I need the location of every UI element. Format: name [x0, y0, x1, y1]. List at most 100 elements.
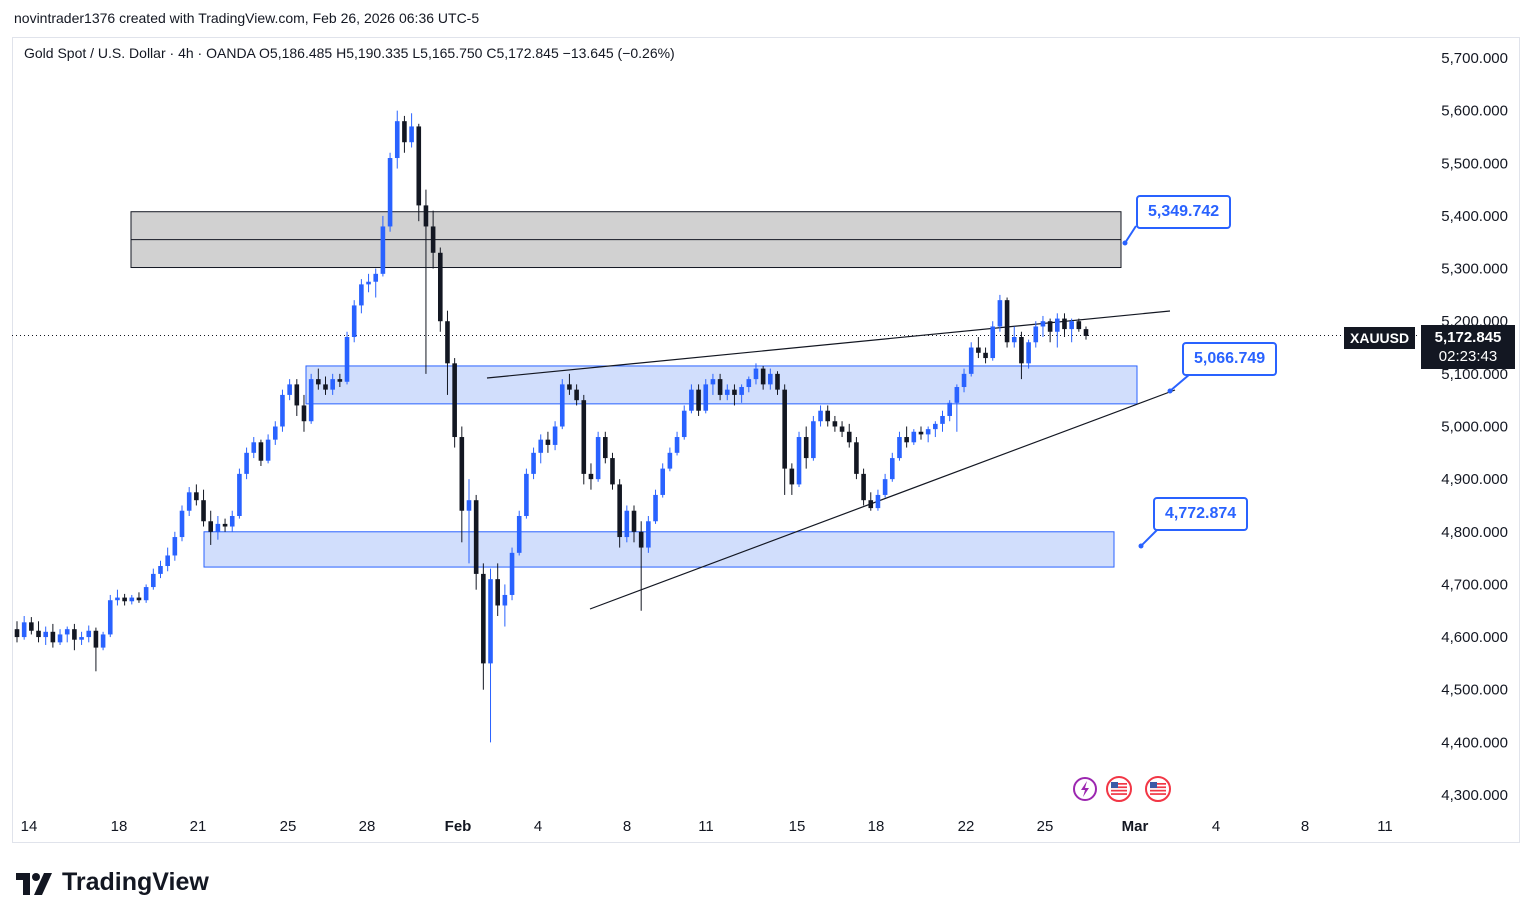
- candle-body: [559, 384, 565, 427]
- us-flag-stripe: [1150, 786, 1166, 789]
- candle-body: [387, 158, 393, 227]
- candle-body: [308, 379, 314, 422]
- candle-body: [258, 442, 264, 461]
- us-flag-stripe: [1111, 793, 1127, 795]
- candle-body: [689, 389, 694, 411]
- candle-body: [954, 387, 960, 403]
- candle-body: [1047, 321, 1053, 332]
- candle-body: [1083, 329, 1089, 336]
- candle-body: [846, 431, 852, 443]
- candle-body: [1040, 321, 1046, 327]
- candle-body: [115, 597, 120, 601]
- candle-body: [143, 587, 149, 601]
- candle-body: [911, 431, 917, 443]
- candle-body: [294, 384, 300, 406]
- y-axis-tick-label: 5,000.000: [1441, 419, 1508, 436]
- callout-anchor: [1138, 543, 1144, 549]
- candle-body: [724, 389, 730, 395]
- candle-body: [100, 634, 106, 648]
- candle-body: [703, 384, 709, 411]
- x-axis-tick-label: 4: [534, 818, 542, 835]
- us-flag-icon[interactable]: [1106, 776, 1132, 802]
- candle-body: [538, 439, 544, 453]
- x-axis-tick-label: Mar: [1122, 818, 1149, 835]
- candle-body: [416, 126, 422, 206]
- us-flag-canton: [1150, 782, 1157, 788]
- candle-body: [681, 410, 687, 438]
- candle-body: [889, 458, 895, 480]
- legend-low: L5,165.750: [412, 45, 483, 61]
- candle-body: [732, 389, 737, 395]
- chart-frame: [12, 37, 1520, 843]
- candle-body: [380, 226, 386, 274]
- legend-timeframe[interactable]: 4h: [178, 45, 194, 61]
- us-flag-stripe: [1111, 783, 1127, 785]
- y-axis-tick-label: 4,800.000: [1441, 524, 1508, 541]
- callout-support-upper[interactable]: 5,066.749: [1182, 342, 1278, 376]
- candle-body: [14, 629, 20, 638]
- candle-body: [72, 629, 77, 640]
- candle-body: [251, 442, 257, 453]
- x-axis-tick-label: 22: [958, 818, 975, 835]
- x-axis-tick-label: 25: [1037, 818, 1054, 835]
- candle-body: [437, 252, 443, 322]
- y-axis-tick-label: 4,500.000: [1441, 682, 1508, 699]
- candle-body: [280, 394, 285, 427]
- x-axis-tick-label: 8: [1301, 818, 1309, 835]
- candle-body: [976, 347, 981, 353]
- y-axis-tick-label: 5,400.000: [1441, 208, 1508, 225]
- candle-body: [947, 402, 952, 416]
- candle-body: [696, 389, 701, 411]
- logo-text: TradingView: [62, 868, 209, 896]
- candle-body: [215, 523, 221, 532]
- candle-body: [165, 555, 170, 567]
- legend-change: −13.645 (−0.26%): [562, 45, 675, 61]
- candle-body: [803, 437, 809, 459]
- candle-body: [502, 594, 508, 606]
- candle-body: [1011, 337, 1017, 343]
- candle-body: [1055, 318, 1060, 332]
- candle-body: [57, 634, 63, 643]
- callout-support-lower[interactable]: 4,772.874: [1153, 497, 1249, 531]
- attribution-text: novintrader1376 created with TradingView…: [14, 10, 480, 26]
- candle-body: [653, 494, 658, 522]
- candle-body: [1026, 342, 1031, 364]
- candle-body: [595, 437, 601, 480]
- candle-body: [646, 521, 651, 548]
- us-flag-icon[interactable]: [1145, 776, 1171, 802]
- candle-body: [760, 368, 766, 385]
- candle-body: [775, 373, 780, 390]
- candle-body: [488, 579, 493, 664]
- candle-body: [753, 368, 759, 380]
- candle-body: [717, 379, 723, 395]
- callout-connector: [1169, 373, 1191, 392]
- candle-body: [86, 630, 92, 638]
- candle-body: [768, 373, 773, 385]
- candle-body: [940, 415, 945, 424]
- candle-body: [237, 473, 242, 516]
- callout-anchor: [1167, 388, 1173, 394]
- symbol-tag: XAUUSD: [1344, 327, 1416, 349]
- candle-body: [186, 492, 192, 511]
- legend-instrument[interactable]: Gold Spot / U.S. Dollar: [24, 45, 166, 61]
- candle-body: [179, 510, 185, 538]
- candle-body: [36, 630, 41, 638]
- candle-body: [136, 597, 142, 601]
- callout-resistance[interactable]: 5,349.742: [1136, 195, 1232, 229]
- x-axis-tick-label: 18: [868, 818, 885, 835]
- candle-body: [351, 305, 357, 338]
- y-axis-tick-label: 5,600.000: [1441, 103, 1508, 120]
- y-axis-tick-label: 4,600.000: [1441, 629, 1508, 646]
- legend-open: O5,186.485: [259, 45, 333, 61]
- us-flag-stripe: [1150, 793, 1166, 795]
- candle-body: [122, 597, 127, 602]
- candle-body: [359, 284, 364, 306]
- us-flag-canton: [1111, 782, 1118, 788]
- candle-body: [423, 205, 429, 227]
- candle-body: [21, 622, 27, 638]
- tradingview-logo[interactable]: TradingView: [16, 868, 209, 897]
- x-axis-tick-label: 8: [623, 818, 631, 835]
- candle-body: [610, 458, 615, 485]
- candle-body: [1004, 300, 1010, 343]
